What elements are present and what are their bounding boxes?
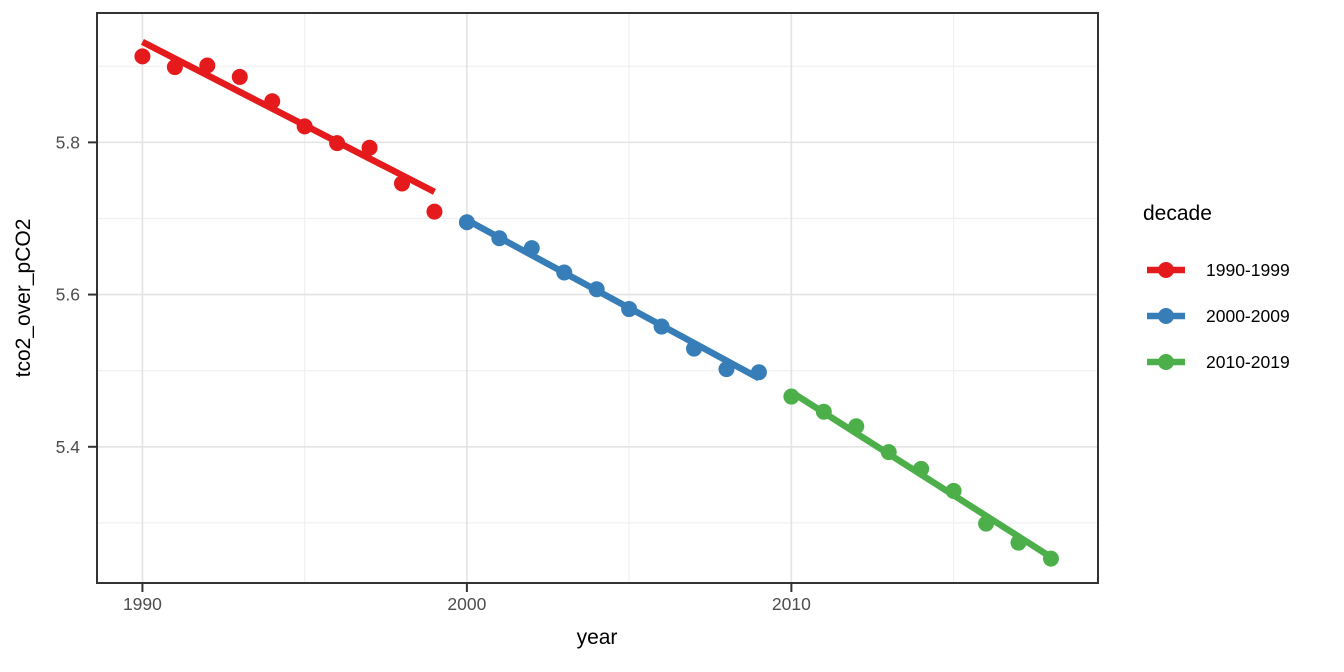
data-point-1991: [166, 59, 183, 76]
data-point-1998: [394, 175, 411, 192]
legend-item-2010-2019: 2010-2019: [1143, 352, 1290, 372]
data-point-2018: [1042, 550, 1059, 567]
data-point-1990: [134, 48, 151, 65]
data-point-1996: [329, 135, 346, 152]
legend-title: decade: [1143, 202, 1212, 225]
data-point-2014: [913, 460, 930, 477]
x-tick-label: 1990: [123, 594, 162, 614]
data-point-2009: [750, 364, 767, 381]
y-tick-label: 5.8: [56, 132, 80, 152]
panel-background: [97, 13, 1098, 583]
trend-line-2000-2009: [465, 217, 761, 382]
legend-label: 2010-2019: [1206, 351, 1290, 372]
data-point-2017: [1010, 534, 1027, 551]
data-point-2004: [588, 281, 605, 298]
data-point-1997: [361, 139, 378, 156]
legend-key-line-dot-icon: [1147, 262, 1185, 278]
data-point-1999: [426, 203, 443, 220]
x-tick-label: 2010: [772, 594, 811, 614]
data-point-2006: [653, 318, 670, 335]
data-point-2003: [556, 264, 573, 281]
legend-item-2000-2009: 2000-2009: [1143, 306, 1290, 326]
data-point-2015: [945, 482, 962, 499]
data-point-2005: [621, 301, 638, 318]
legend-key-line-dot-icon: [1147, 354, 1185, 370]
trend-line-1990-1999: [140, 39, 436, 195]
data-point-1995: [296, 118, 313, 135]
y-tick-label: 5.4: [56, 437, 81, 457]
data-point-2010: [783, 388, 800, 405]
data-point-2008: [718, 361, 735, 378]
x-axis-title: year: [576, 626, 618, 649]
data-point-2000: [458, 214, 475, 231]
legend-label: 1990-1999: [1206, 259, 1290, 280]
data-point-2012: [848, 418, 865, 435]
y-axis-title: tco2_over_pCO2: [12, 218, 35, 378]
data-point-2013: [880, 444, 897, 461]
data-point-2007: [686, 340, 703, 357]
data-point-2011: [815, 403, 832, 420]
legend-item-1990-1999: 1990-1999: [1143, 260, 1290, 280]
data-point-2002: [523, 240, 540, 257]
data-point-1992: [199, 57, 216, 74]
data-point-1994: [264, 93, 281, 110]
panel-border: [96, 12, 1099, 584]
x-tick-label: 2000: [447, 594, 486, 614]
legend-label: 2000-2009: [1206, 305, 1290, 326]
legend-key-line-dot-icon: [1147, 308, 1185, 324]
data-point-2001: [491, 230, 508, 247]
y-tick-label: 5.6: [56, 285, 80, 305]
data-point-2016: [978, 515, 995, 532]
legend: decade 1990-1999 2000-2009 2010-2019: [1143, 202, 1290, 398]
data-point-1993: [231, 68, 248, 85]
